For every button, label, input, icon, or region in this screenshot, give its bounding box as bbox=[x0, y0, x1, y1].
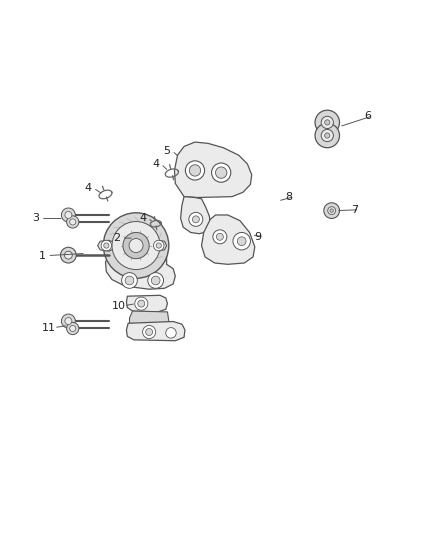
Circle shape bbox=[325, 133, 330, 138]
Text: 1: 1 bbox=[39, 251, 46, 261]
Circle shape bbox=[153, 240, 164, 251]
Circle shape bbox=[148, 272, 163, 288]
Circle shape bbox=[321, 130, 333, 142]
Circle shape bbox=[65, 318, 72, 325]
Circle shape bbox=[70, 326, 76, 332]
Circle shape bbox=[216, 233, 223, 240]
Circle shape bbox=[129, 239, 143, 253]
Circle shape bbox=[60, 247, 76, 263]
Circle shape bbox=[324, 203, 339, 219]
Polygon shape bbox=[127, 321, 185, 341]
Circle shape bbox=[233, 232, 251, 250]
Circle shape bbox=[330, 209, 333, 212]
Text: 2: 2 bbox=[113, 233, 120, 243]
Circle shape bbox=[315, 110, 339, 135]
Circle shape bbox=[61, 314, 75, 328]
Circle shape bbox=[138, 300, 145, 307]
Text: 4: 4 bbox=[139, 213, 146, 223]
Text: 3: 3 bbox=[32, 214, 39, 223]
Circle shape bbox=[151, 276, 160, 285]
Text: 6: 6 bbox=[364, 111, 371, 121]
Circle shape bbox=[125, 276, 134, 285]
Polygon shape bbox=[201, 215, 255, 264]
Circle shape bbox=[104, 243, 109, 248]
Circle shape bbox=[122, 272, 138, 288]
Circle shape bbox=[189, 165, 201, 176]
Circle shape bbox=[321, 116, 333, 128]
Polygon shape bbox=[152, 240, 166, 251]
Circle shape bbox=[215, 167, 227, 179]
Circle shape bbox=[189, 212, 203, 227]
Circle shape bbox=[61, 208, 75, 222]
Circle shape bbox=[135, 297, 148, 310]
Circle shape bbox=[143, 326, 155, 338]
Circle shape bbox=[146, 328, 152, 335]
Text: 8: 8 bbox=[285, 192, 293, 201]
Text: 10: 10 bbox=[112, 301, 126, 311]
Circle shape bbox=[112, 222, 160, 270]
Text: 5: 5 bbox=[163, 146, 170, 156]
Circle shape bbox=[103, 213, 169, 278]
Polygon shape bbox=[180, 197, 210, 234]
Circle shape bbox=[328, 207, 336, 215]
Polygon shape bbox=[127, 295, 167, 312]
Circle shape bbox=[123, 232, 149, 259]
Polygon shape bbox=[106, 246, 175, 289]
Text: 11: 11 bbox=[42, 322, 56, 333]
Circle shape bbox=[192, 216, 199, 223]
Circle shape bbox=[185, 161, 205, 180]
Circle shape bbox=[67, 322, 79, 335]
Circle shape bbox=[67, 216, 79, 228]
Circle shape bbox=[212, 163, 231, 182]
Circle shape bbox=[65, 212, 72, 219]
Circle shape bbox=[166, 328, 176, 338]
Text: 9: 9 bbox=[255, 232, 262, 242]
Polygon shape bbox=[174, 142, 252, 198]
Text: 4: 4 bbox=[85, 183, 92, 193]
Circle shape bbox=[101, 240, 112, 251]
Circle shape bbox=[325, 120, 330, 125]
Circle shape bbox=[315, 123, 339, 148]
Polygon shape bbox=[130, 311, 169, 327]
Circle shape bbox=[64, 251, 72, 259]
Circle shape bbox=[70, 219, 76, 225]
Text: 7: 7 bbox=[351, 205, 358, 215]
Circle shape bbox=[237, 237, 246, 246]
Text: 4: 4 bbox=[152, 159, 159, 169]
Polygon shape bbox=[98, 240, 113, 251]
Circle shape bbox=[213, 230, 227, 244]
Circle shape bbox=[156, 243, 161, 248]
